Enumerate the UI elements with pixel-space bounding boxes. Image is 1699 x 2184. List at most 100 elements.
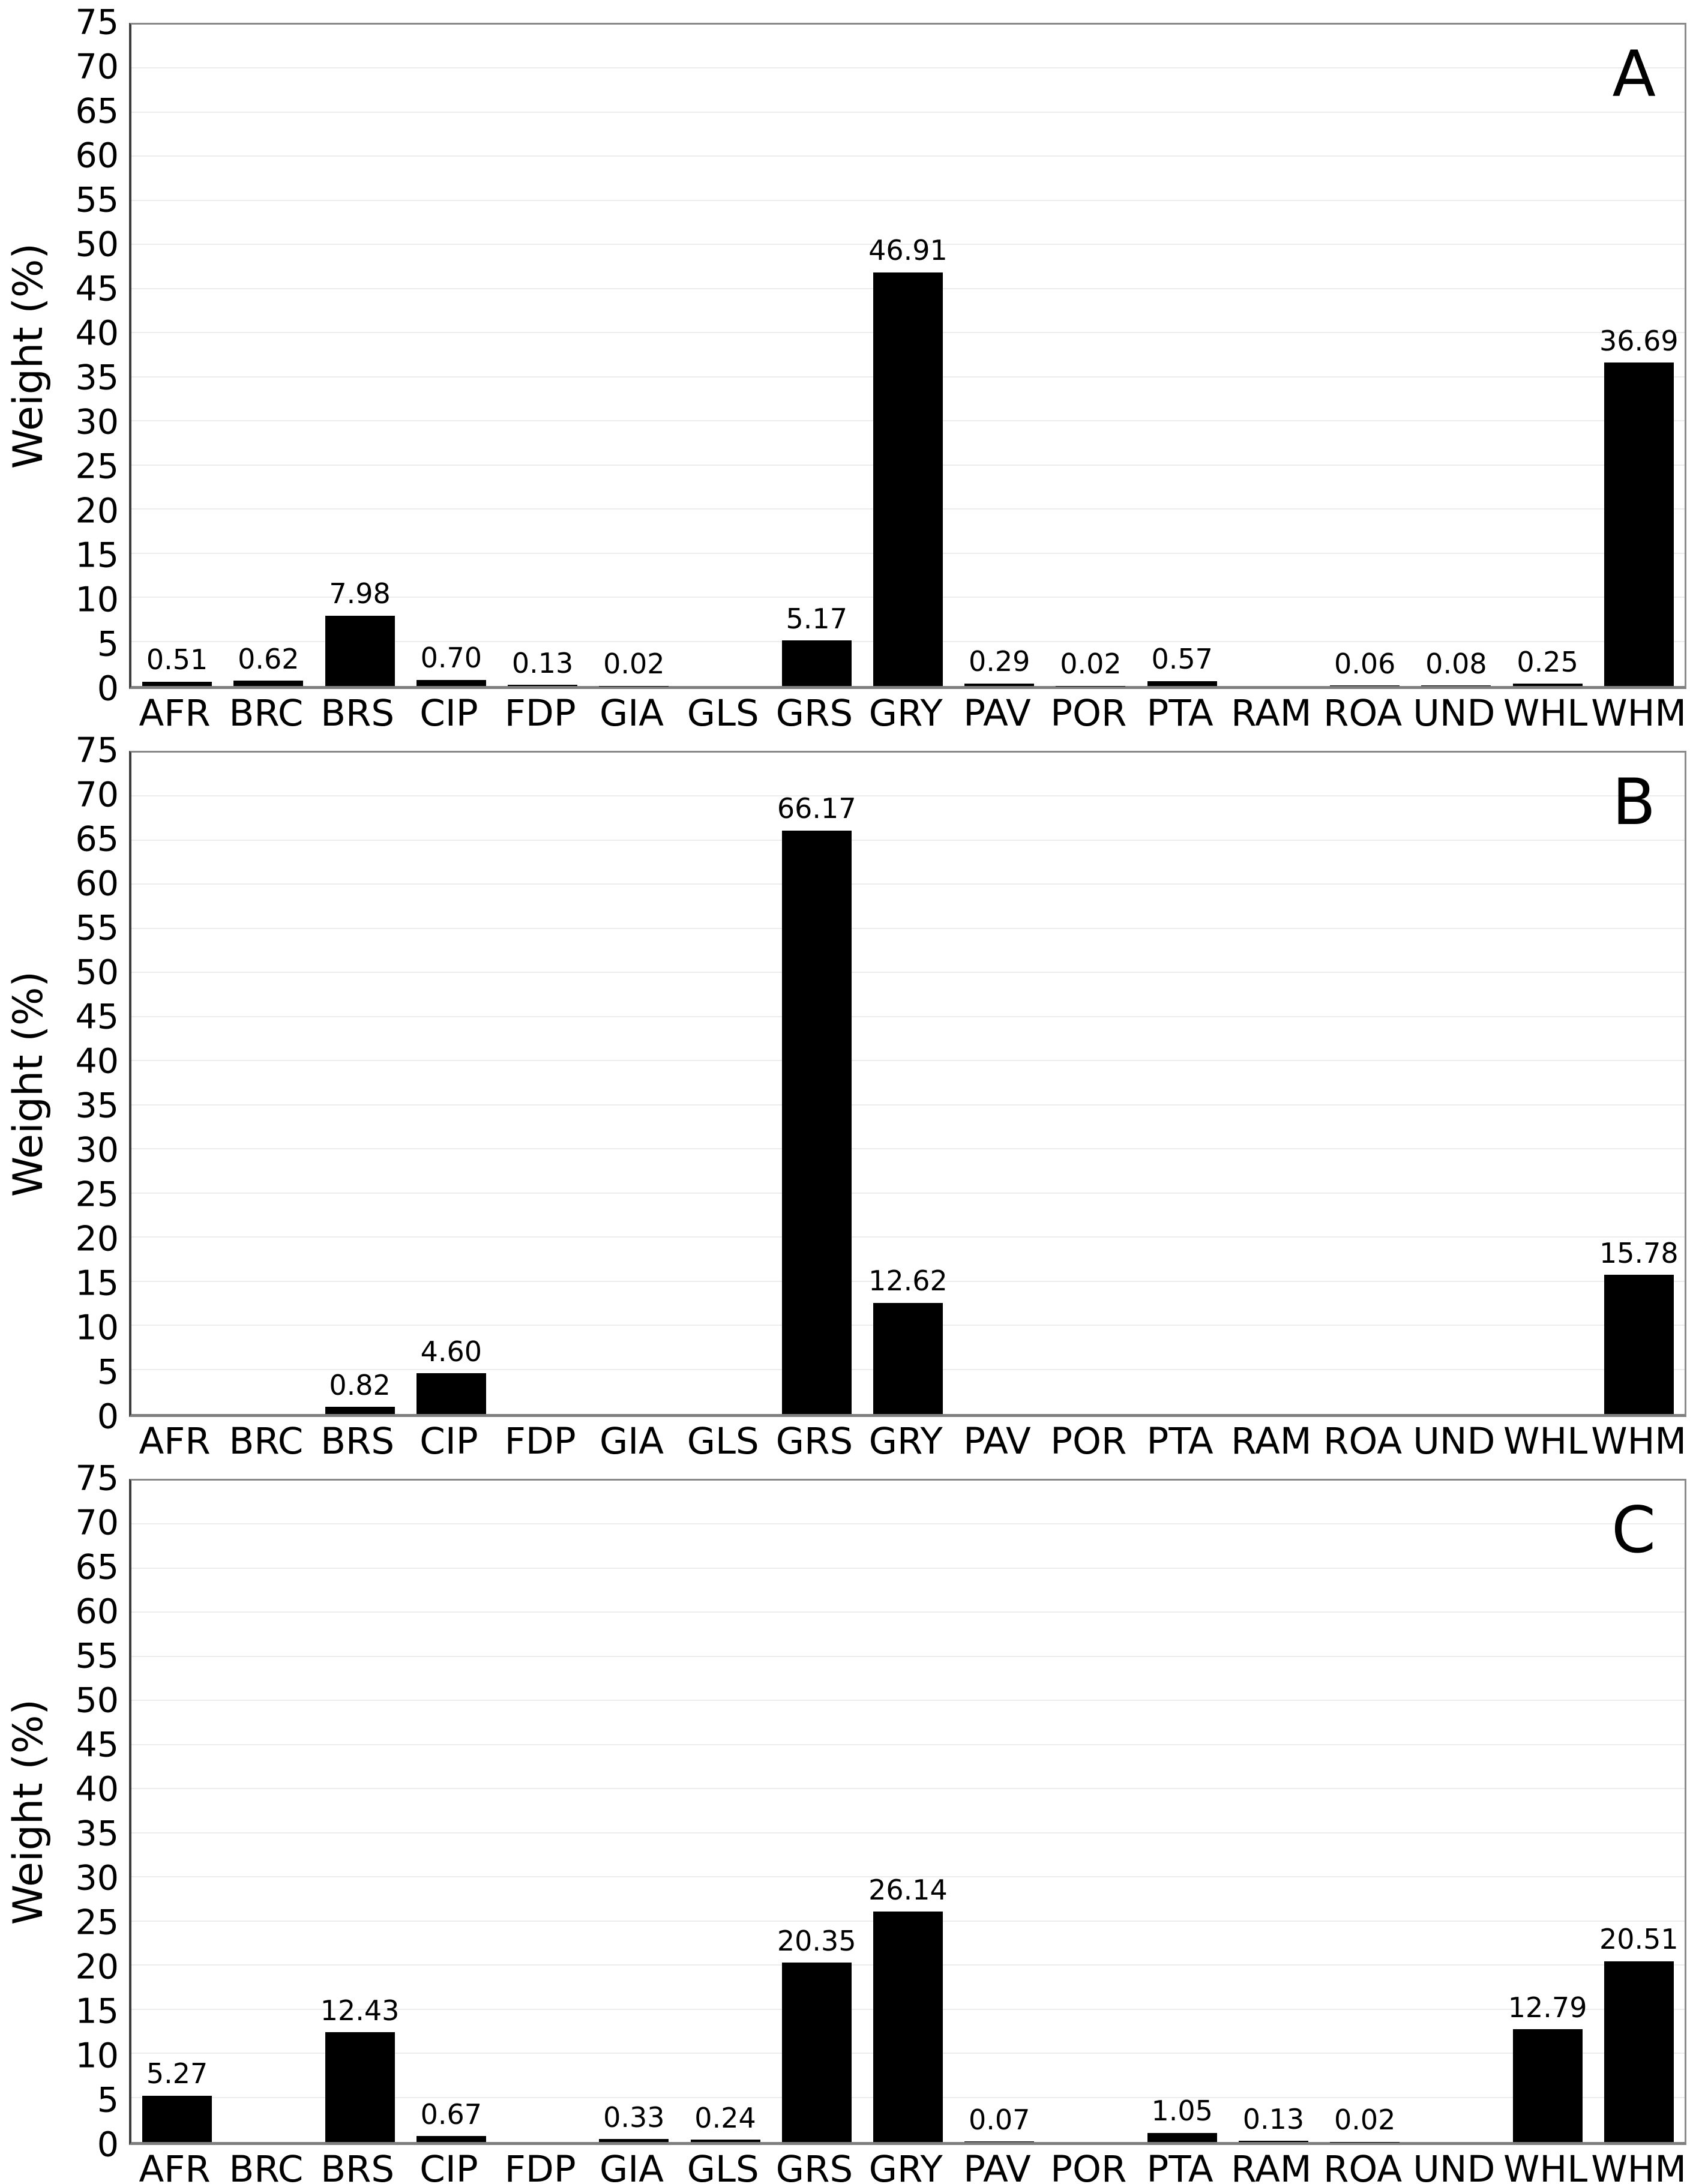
gridline-b-55 xyxy=(131,927,1685,929)
x-tick-a-brc: BRC xyxy=(229,692,304,735)
x-axis-labels-a: AFR BRC BRS CIP FDP GIA GLS GRS GRY PAV POR PTA RAM R… xyxy=(129,692,1687,735)
x-tick-b-gia: GIA xyxy=(599,1420,664,1463)
gridline-b-20 xyxy=(131,1236,1685,1238)
y-tick-b-0: 0 xyxy=(97,1397,119,1437)
x-tick-a-brs: BRS xyxy=(320,692,395,735)
panel-letter-b: B xyxy=(1612,765,1656,839)
bar-value-c-pta: 1.05 xyxy=(1151,2095,1213,2128)
bar-slot-c-gls: 0.24 xyxy=(679,1481,771,2142)
gridline-c-65 xyxy=(131,1567,1685,1569)
bar-value-a-whm: 36.69 xyxy=(1599,324,1679,357)
gridline-b-40 xyxy=(131,1060,1685,1062)
plot-inner-a: 0.51 0.62 7.98 0.70 0.13 0.02 5.17 46.91 0.29 0.0… xyxy=(131,25,1685,686)
gridline-a-55 xyxy=(131,199,1685,201)
gridline-a-60 xyxy=(131,155,1685,157)
gridline-b-45 xyxy=(131,1015,1685,1017)
bar-slot-b-brs: 0.82 xyxy=(314,753,405,1414)
gridline-b-35 xyxy=(131,1104,1685,1106)
y-tick-a-75: 75 xyxy=(75,2,119,43)
panel-c: Weight (%) 0 5 10 15 20 25 30 35 40 45 50 55 60 65 70 7… xyxy=(0,1456,1699,2184)
gridline-b-15 xyxy=(131,1280,1685,1282)
bar-value-a-afr: 0.51 xyxy=(146,643,208,676)
y-tick-a-0: 0 xyxy=(97,669,119,709)
bar-value-b-whm: 15.78 xyxy=(1599,1236,1679,1269)
bar-value-a-grs: 5.17 xyxy=(786,602,847,635)
bar-c-whm xyxy=(1604,1961,1674,2142)
bar-slot-c-cip: 0.67 xyxy=(406,1481,497,2142)
bar-slot-b-grs: 66.17 xyxy=(771,753,862,1414)
bar-slot-a-por: 0.02 xyxy=(1045,25,1136,686)
y-tick-a-40: 40 xyxy=(75,313,119,353)
bar-value-c-ram: 0.13 xyxy=(1242,2102,1305,2135)
bar-slot-a-afr: 0.51 xyxy=(131,25,223,686)
x-tick-b-whm: WHM xyxy=(1591,1420,1687,1463)
bar-slot-b-por xyxy=(1045,753,1136,1414)
bar-c-gry xyxy=(873,1911,943,2142)
y-axis-ticks-b: 0 5 10 15 20 25 30 35 40 45 50 55 60 65 70 75 xyxy=(0,733,119,1434)
bar-value-a-brs: 7.98 xyxy=(329,577,391,610)
bar-slot-a-roa: 0.06 xyxy=(1319,25,1410,686)
x-tick-a-gia: GIA xyxy=(599,692,664,735)
bar-value-c-gia: 0.33 xyxy=(603,2101,665,2134)
y-tick-c-40: 40 xyxy=(75,1769,119,1809)
bar-slot-b-cip: 4.60 xyxy=(406,753,497,1414)
x-tick-c-por: POR xyxy=(1050,2148,1127,2184)
gridline-c-70 xyxy=(131,1523,1685,1525)
panel-b: Weight (%) 0 5 10 15 20 25 30 35 40 45 50 55 60 65 70 7… xyxy=(0,728,1699,1460)
bar-value-c-grs: 20.35 xyxy=(777,1924,856,1957)
bar-value-c-brs: 12.43 xyxy=(320,1994,400,2027)
x-tick-c-grs: GRS xyxy=(775,2148,853,2184)
y-tick-b-40: 40 xyxy=(75,1041,119,1081)
y-tick-a-15: 15 xyxy=(75,535,119,576)
bar-b-whm xyxy=(1604,1275,1674,1414)
bar-c-gia xyxy=(599,2139,669,2142)
bar-slot-a-cip: 0.70 xyxy=(406,25,497,686)
bar-value-c-gls: 0.24 xyxy=(694,2102,756,2135)
panel-letter-a: A xyxy=(1612,37,1656,111)
y-tick-c-45: 45 xyxy=(75,1725,119,1765)
y-tick-b-60: 60 xyxy=(75,864,119,904)
bar-a-brs xyxy=(325,615,395,686)
bar-slot-b-gry: 12.62 xyxy=(862,753,954,1414)
y-tick-b-10: 10 xyxy=(75,1308,119,1348)
plot-inner-b: 0.82 4.60 66.17 12.62 15.78 xyxy=(131,753,1685,1414)
x-tick-c-cip: CIP xyxy=(419,2148,478,2184)
bar-a-whm xyxy=(1604,362,1674,686)
gridline-b-25 xyxy=(131,1192,1685,1194)
y-tick-a-60: 60 xyxy=(75,136,119,176)
bar-slot-a-gry: 46.91 xyxy=(862,25,954,686)
bar-a-afr xyxy=(142,681,212,686)
bar-slot-a-gia: 0.02 xyxy=(588,25,679,686)
x-axis-labels-c: AFR BRC BRS CIP FDP GIA GLS GRS GRY PAV POR PTA RAM R… xyxy=(129,2148,1687,2184)
y-tick-c-65: 65 xyxy=(75,1547,119,1587)
bar-slot-c-por xyxy=(1045,1481,1136,2142)
x-tick-a-whl: WHL xyxy=(1503,692,1588,735)
bar-slot-c-pav: 0.07 xyxy=(954,1481,1045,2142)
x-tick-a-afr: AFR xyxy=(139,692,211,735)
x-tick-c-gia: GIA xyxy=(599,2148,664,2184)
bar-slot-c-afr: 5.27 xyxy=(131,1481,223,2142)
x-tick-b-gry: GRY xyxy=(868,1420,943,1463)
y-tick-a-50: 50 xyxy=(75,224,119,265)
bar-a-gry xyxy=(873,272,943,686)
bar-slot-c-gia: 0.33 xyxy=(588,1481,679,2142)
y-tick-b-75: 75 xyxy=(75,730,119,771)
x-tick-a-cip: CIP xyxy=(419,692,478,735)
y-tick-a-35: 35 xyxy=(75,358,119,398)
bar-slot-b-pta xyxy=(1137,753,1228,1414)
bar-value-a-gia: 0.02 xyxy=(603,648,665,681)
bar-slot-a-whl: 0.25 xyxy=(1502,25,1593,686)
y-tick-a-20: 20 xyxy=(75,491,119,531)
gridline-c-50 xyxy=(131,1700,1685,1701)
bar-value-a-cip: 0.70 xyxy=(420,642,483,675)
bar-slot-a-brc: 0.62 xyxy=(223,25,314,686)
bar-value-a-por: 0.02 xyxy=(1060,648,1122,681)
x-tick-b-brs: BRS xyxy=(320,1420,395,1463)
y-tick-b-30: 30 xyxy=(75,1130,119,1170)
x-tick-c-pav: PAV xyxy=(963,2148,1031,2184)
bar-slot-c-und xyxy=(1410,1481,1502,2142)
x-tick-c-roa: ROA xyxy=(1323,2148,1403,2184)
bar-a-pav xyxy=(964,683,1035,686)
bar-value-c-cip: 0.67 xyxy=(420,2098,483,2131)
gridline-a-70 xyxy=(131,67,1685,69)
